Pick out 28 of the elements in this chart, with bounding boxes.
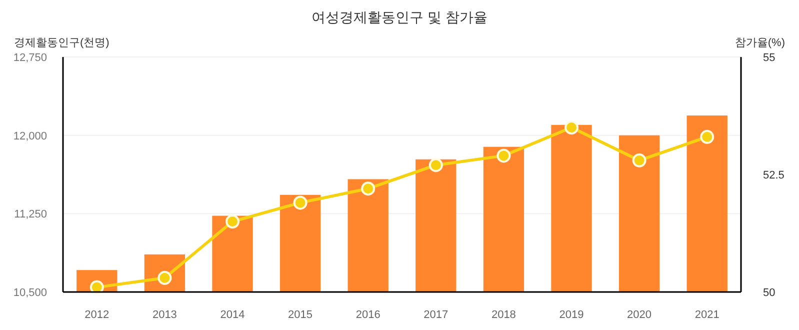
y2-tick-label: 55	[763, 52, 776, 64]
y2-axis-title: 참가율(%)	[734, 37, 785, 49]
x-tick-label: 2017	[424, 309, 448, 321]
x-tick-label: 2020	[627, 309, 652, 321]
y-tick-label: 10,500	[13, 287, 47, 299]
point	[361, 182, 376, 196]
point	[293, 196, 308, 210]
x-tick-label: 2019	[559, 309, 584, 321]
x-tick-label: 2014	[220, 309, 245, 321]
point	[496, 148, 511, 163]
y-tick-label: 12,000	[13, 130, 47, 142]
x-tick-label: 2012	[84, 309, 110, 321]
point	[632, 153, 646, 168]
y-axis-title: 경제활동인구(천명)	[14, 37, 110, 49]
y-tick-label: 12,750	[13, 52, 47, 64]
x-tick-label: 2015	[288, 309, 313, 321]
y2-tick-label: 52.5	[763, 170, 784, 182]
point	[700, 130, 714, 144]
x-tick-label: 2018	[491, 309, 516, 321]
x-tick-label: 2013	[152, 309, 177, 321]
point	[226, 214, 240, 228]
y2-tick-label: 50	[763, 287, 776, 299]
x-tick-label: 2016	[356, 309, 380, 321]
point	[428, 158, 443, 172]
x-tick-label: 2021	[694, 309, 720, 321]
point	[564, 120, 578, 134]
y-tick-label: 11,250	[14, 208, 47, 221]
chart-title: 여성경제활동인구 및 참가율	[312, 9, 488, 25]
